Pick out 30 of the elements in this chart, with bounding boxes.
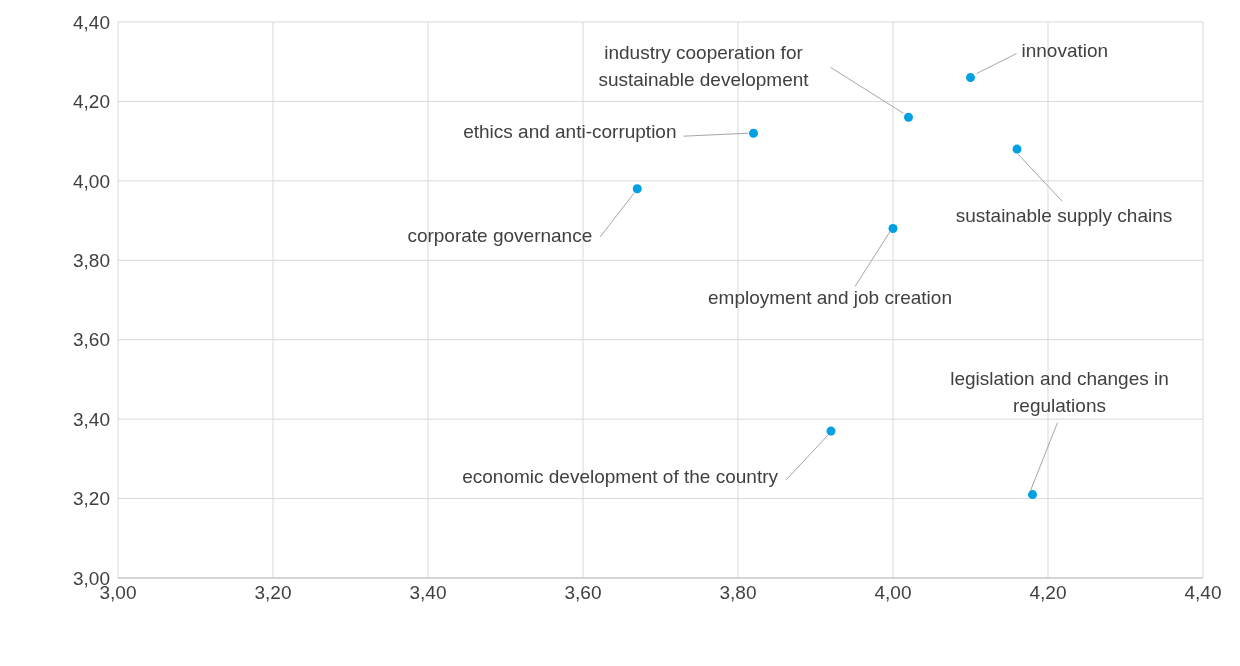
y-tick-label: 4,40 (73, 11, 110, 33)
y-tick-label: 4,00 (73, 170, 110, 192)
annotation: employment and job creation (708, 286, 952, 308)
x-tick-label: 3,20 (254, 582, 292, 604)
x-tick-label: 3,80 (719, 582, 757, 604)
point (749, 128, 758, 138)
annotation: legislation and changes in regulations (950, 367, 1169, 416)
x-tick-label: 4,00 (874, 582, 912, 604)
annotation: ethics and anti-corruption (463, 121, 677, 143)
annotation: industry cooperation for sustainable development (598, 42, 810, 91)
y-tick-label: 3,80 (73, 250, 110, 272)
y-tick-label: 3,20 (73, 488, 110, 510)
point (1028, 490, 1037, 500)
y-tick-label: 3,60 (73, 329, 110, 351)
x-tick-label: 4,20 (1029, 582, 1067, 604)
point (1012, 144, 1022, 154)
point (966, 73, 975, 83)
x-tick-label: 3,40 (409, 582, 447, 604)
annotation: corporate governance (407, 224, 593, 246)
y-tick-label: 4,20 (73, 91, 110, 113)
annotation: economic development of the country (462, 466, 779, 488)
annotation: sustainable supply chains (955, 205, 1173, 227)
point (632, 184, 642, 194)
x-tick-label: 4,40 (1184, 582, 1222, 604)
point (888, 224, 898, 234)
y-tick-label: 3,40 (73, 408, 110, 430)
point (904, 112, 913, 122)
annotation: innovation (1021, 39, 1109, 61)
point (826, 426, 836, 436)
x-tick-label: 3,60 (564, 582, 602, 604)
